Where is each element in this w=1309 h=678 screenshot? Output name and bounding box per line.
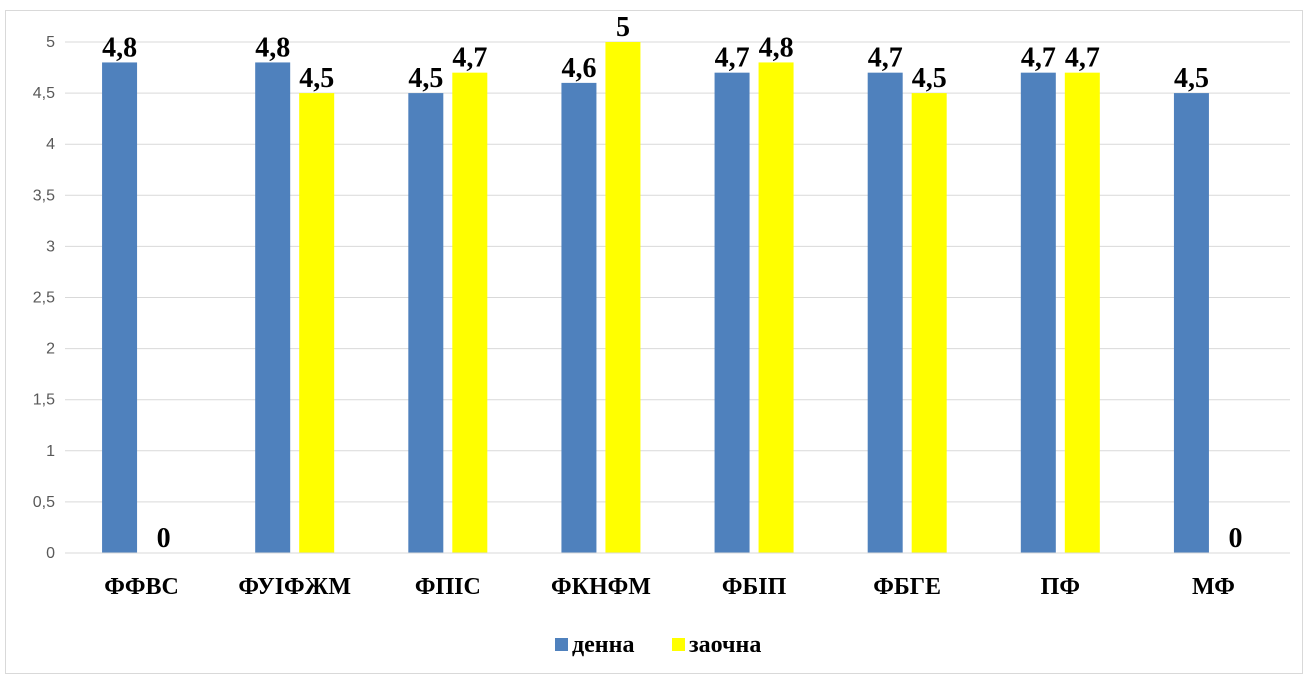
- bar-заочна: [452, 72, 488, 553]
- bar-заочна: [1064, 72, 1100, 553]
- data-label: 4,7: [868, 43, 903, 74]
- bar-заочна: [758, 62, 794, 553]
- y-tick-label: 1: [46, 443, 55, 460]
- data-label: 4,8: [759, 32, 794, 63]
- bar-денна: [102, 62, 138, 553]
- gridlines: [65, 41, 1290, 503]
- bars: [102, 42, 1209, 553]
- data-label: 4,8: [255, 32, 290, 63]
- legend-swatch: [555, 638, 568, 651]
- data-label: 4,5: [299, 63, 334, 94]
- data-label: 4,5: [912, 63, 947, 94]
- y-tick-label: 5: [46, 34, 55, 51]
- data-label: 4,7: [715, 43, 750, 74]
- data-label: 4,6: [561, 53, 596, 84]
- legend-label: денна: [572, 632, 634, 658]
- y-tick-label: 4,5: [33, 85, 55, 102]
- category-label: МФ: [1192, 574, 1235, 600]
- y-tick-label: 2,5: [33, 290, 55, 307]
- bar-денна: [714, 72, 750, 553]
- y-tick-label: 3: [46, 238, 55, 255]
- x-axis-categories: ФФВС ФУІФЖМ ФПІС ФКНФМ ФБІП ФБГЕ ПФ МФ: [104, 574, 1235, 600]
- y-axis-ticks: 0 0,5 1 1,5 2 2,5 3 3,5 4 4,5 5: [33, 34, 55, 562]
- data-label: 0: [157, 523, 171, 554]
- bar-денна: [867, 72, 903, 553]
- y-tick-label: 1,5: [33, 392, 55, 409]
- data-label: 4,7: [1021, 43, 1056, 74]
- category-label: ФБГЕ: [873, 574, 941, 600]
- y-tick-label: 0,5: [33, 494, 55, 511]
- bar-денна: [1173, 93, 1209, 553]
- legend: денна заочна: [555, 632, 761, 658]
- bar-заочна: [911, 93, 947, 553]
- bar-денна: [561, 82, 597, 553]
- category-label: ПФ: [1041, 574, 1080, 600]
- category-label: ФБІП: [722, 574, 787, 600]
- data-labels: 4,8 0 4,8 4,5 4,5 4,7 4,6 5 4,7 4,8 4,7 4,5 4,7 4,7 4,…: [102, 12, 1242, 554]
- bar-заочна: [605, 42, 641, 553]
- category-label: ФПІС: [415, 574, 481, 600]
- y-tick-label: 3,5: [33, 187, 55, 204]
- category-label: ФФВС: [104, 574, 179, 600]
- y-tick-label: 2: [46, 341, 55, 358]
- legend-swatch: [672, 638, 685, 651]
- data-label: 4,7: [1065, 43, 1100, 74]
- data-label: 4,8: [102, 32, 137, 63]
- data-label: 4,5: [408, 63, 443, 94]
- data-label: 5: [616, 12, 630, 43]
- y-tick-label: 4: [46, 136, 55, 153]
- bar-денна: [1020, 72, 1056, 553]
- bar-денна: [255, 62, 291, 553]
- data-label: 0: [1228, 523, 1242, 554]
- bar-денна: [408, 93, 444, 553]
- legend-label: заочна: [689, 632, 761, 658]
- data-label: 4,7: [452, 43, 487, 74]
- data-label: 4,5: [1174, 63, 1209, 94]
- bar-заочна: [299, 93, 335, 553]
- y-tick-label: 0: [46, 545, 55, 562]
- category-label: ФУІФЖМ: [238, 574, 351, 600]
- category-label: ФКНФМ: [551, 574, 651, 600]
